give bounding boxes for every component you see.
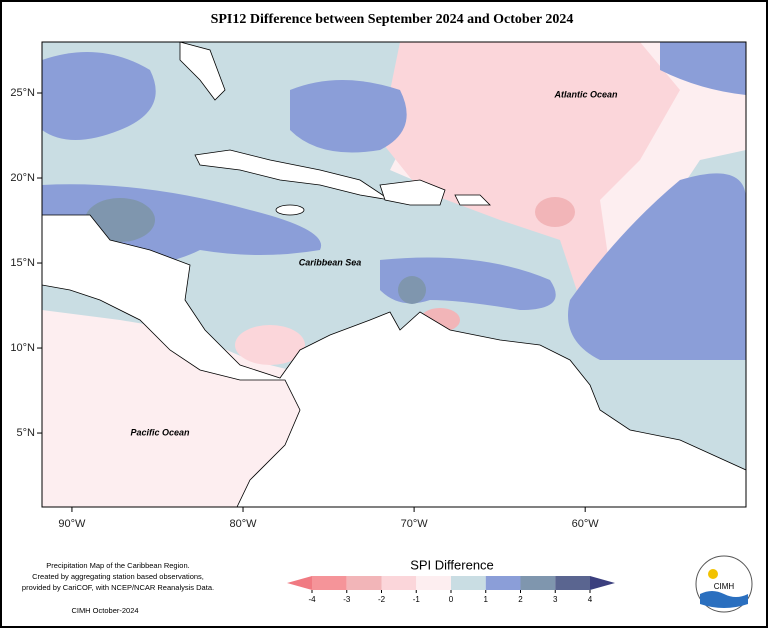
x-tick-label: 60°W (572, 518, 600, 530)
note: provided by CariCOF, with NCEP/NCAR Rean… (22, 583, 214, 592)
y-tick-label: 25°N (10, 87, 35, 99)
legend-tick-label: -4 (308, 595, 316, 604)
y-tick-label: 15°N (10, 257, 35, 269)
logo-wave (700, 591, 748, 608)
legend-tick-label: 0 (449, 595, 454, 604)
legend-tick-label: 1 (484, 595, 489, 604)
legend-tick-label: 4 (588, 595, 593, 604)
x-tick-label: 70°W (401, 518, 429, 530)
legend-swatch (555, 576, 590, 590)
legend-tick-label: 3 (553, 595, 558, 604)
legend-swatch (520, 576, 556, 590)
ocean-label: Caribbean Sea (299, 257, 362, 267)
legend-tick-label: -2 (378, 595, 386, 604)
y-tick-label: 10°N (10, 342, 35, 354)
y-tick-label: 20°N (10, 172, 35, 184)
ocean-label: Atlantic Ocean (553, 89, 618, 99)
note: Created by aggregating station based obs… (32, 572, 204, 581)
y-tick-label: 5°N (17, 427, 36, 439)
map-field (42, 42, 746, 507)
map-border (41, 41, 747, 508)
x-tick-label: 80°W (230, 518, 258, 530)
logo-sun (708, 569, 718, 579)
legend-tick-label: 2 (518, 595, 523, 604)
legend-swatch (312, 576, 347, 590)
legend-swatch (451, 576, 486, 590)
legend-title: SPI Difference (410, 557, 494, 572)
legend-tick-label: -3 (343, 595, 351, 604)
note: Precipitation Map of the Caribbean Regio… (46, 561, 189, 570)
note: CIMH October-2024 (71, 606, 138, 615)
ocean-label: Pacific Ocean (130, 427, 190, 437)
legend-extend-low (287, 576, 312, 590)
legend-swatch (381, 576, 417, 590)
legend-swatch (416, 576, 451, 590)
title: SPI12 Difference between September 2024 … (211, 12, 574, 27)
x-tick-label: 90°W (58, 518, 86, 530)
notes: Precipitation Map of the Caribbean Regio… (22, 561, 214, 615)
logo-text: CIMH (714, 582, 735, 591)
legend-swatch (485, 576, 521, 590)
legend-extend-high (590, 576, 615, 590)
legend-tick-label: -1 (413, 595, 421, 604)
legend-swatch (346, 576, 382, 590)
